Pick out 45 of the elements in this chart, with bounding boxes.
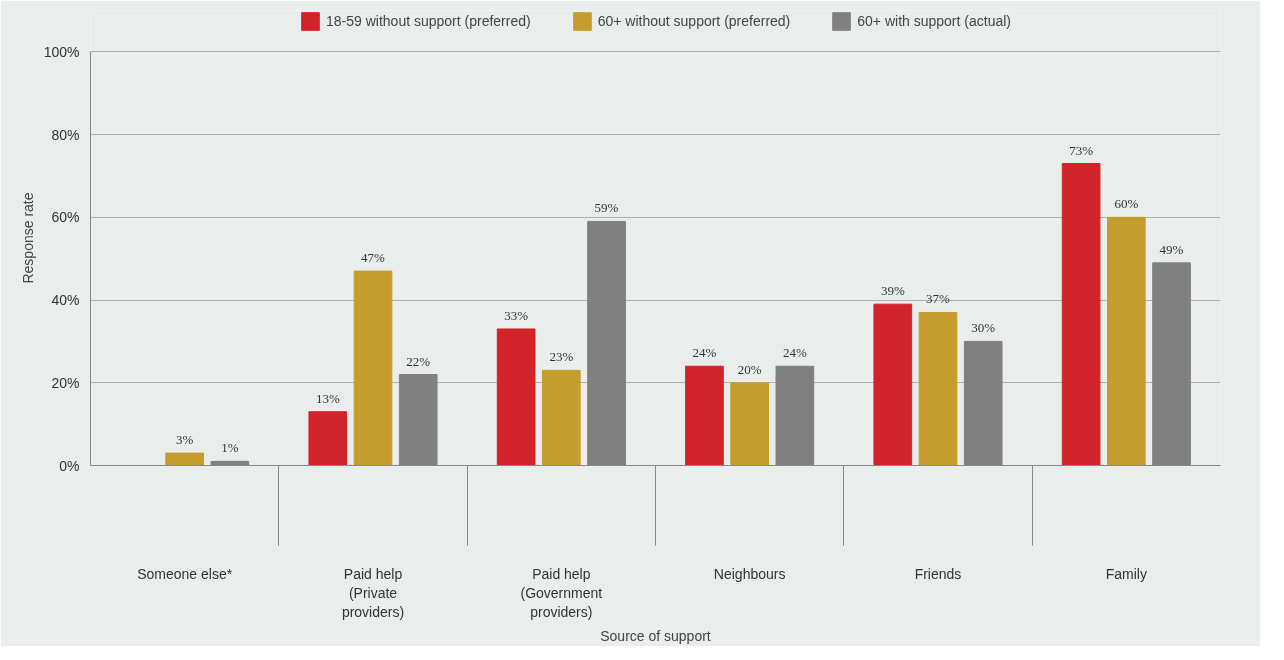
bar	[685, 365, 724, 466]
x-axis-title: Source of support	[600, 627, 711, 644]
data-label: 24%	[782, 345, 807, 361]
data-label: 23%	[549, 349, 574, 365]
bar	[308, 411, 348, 466]
bar	[165, 452, 204, 466]
y-tick-label: 80%	[51, 126, 80, 143]
x-tick-label: Someone else*	[137, 565, 233, 582]
x-tick-label: Friends	[914, 565, 962, 582]
x-tick-label: Family	[1105, 565, 1147, 582]
y-tick-label: 100%	[43, 43, 80, 60]
data-label: 30%	[971, 320, 996, 336]
y-tick-label: 0%	[59, 457, 80, 474]
bar	[873, 303, 913, 466]
data-label: 22%	[406, 353, 431, 369]
data-label: 37%	[926, 291, 951, 307]
data-label: 59%	[594, 200, 619, 216]
data-label: 73%	[1069, 142, 1094, 158]
bar	[353, 270, 393, 466]
data-label: 1%	[221, 440, 239, 456]
data-label: 24%	[692, 345, 717, 361]
y-tick-label: 60%	[51, 209, 80, 226]
data-label: 47%	[361, 250, 386, 266]
data-label: 49%	[1159, 241, 1184, 257]
legend-label: 18-59 without support (preferred)	[326, 13, 531, 29]
legend-label: 60+ with support (actual)	[857, 13, 1011, 29]
data-label: 33%	[504, 308, 529, 323]
bar	[918, 311, 958, 466]
legend-label: 60+ without support (preferred)	[597, 13, 791, 29]
x-tick-label: Neighbours	[713, 565, 786, 582]
data-label: 20%	[737, 361, 762, 377]
data-label: 3%	[176, 432, 194, 448]
y-axis-title: Response rate	[19, 192, 36, 284]
y-tick-label: 20%	[51, 374, 80, 391]
x-tick-label: Paid help (Government providers)	[520, 565, 603, 620]
bar	[1061, 163, 1101, 466]
data-label: 60%	[1114, 196, 1139, 212]
x-tick-label: Paid help (Private providers)	[341, 565, 405, 620]
data-label: 13%	[315, 390, 340, 406]
bar	[542, 369, 581, 466]
bar	[496, 328, 536, 466]
bar	[730, 382, 769, 466]
y-tick-label: 40%	[51, 292, 80, 309]
bar	[1107, 216, 1146, 466]
data-label: 39%	[880, 283, 905, 299]
